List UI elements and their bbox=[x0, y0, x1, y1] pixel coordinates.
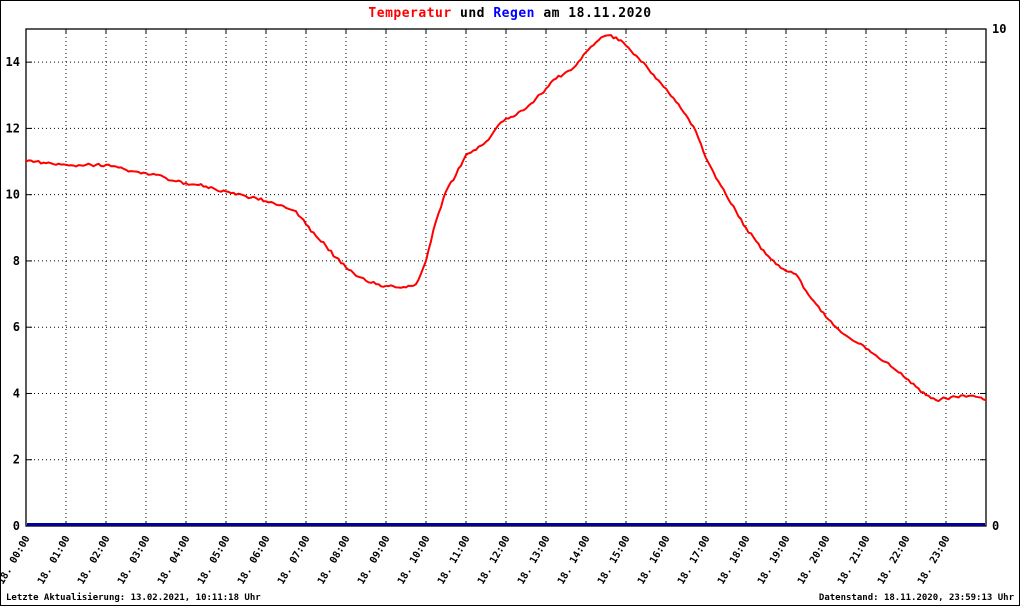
svg-text:18. 08:00: 18. 08:00 bbox=[316, 534, 353, 586]
title-rain-label: Regen bbox=[493, 6, 535, 21]
svg-text:18. 21:00: 18. 21:00 bbox=[836, 534, 873, 586]
svg-text:8: 8 bbox=[13, 254, 20, 268]
svg-text:18. 06:00: 18. 06:00 bbox=[236, 534, 273, 586]
svg-text:14: 14 bbox=[6, 55, 20, 69]
svg-text:18. 09:00: 18. 09:00 bbox=[356, 534, 393, 586]
svg-text:18. 04:00: 18. 04:00 bbox=[156, 534, 193, 586]
svg-text:18. 11:00: 18. 11:00 bbox=[436, 534, 473, 586]
title-date-label: am 18.11.2020 bbox=[543, 6, 652, 21]
svg-text:18. 02:00: 18. 02:00 bbox=[76, 534, 113, 586]
svg-text:18. 20:00: 18. 20:00 bbox=[796, 534, 833, 586]
svg-text:18. 19:00: 18. 19:00 bbox=[756, 534, 793, 586]
svg-text:18. 22:00: 18. 22:00 bbox=[876, 534, 913, 586]
last-update-text: Letzte Aktualisierung: 13.02.2021, 10:11… bbox=[6, 593, 261, 603]
svg-text:2: 2 bbox=[13, 453, 20, 467]
svg-text:12: 12 bbox=[6, 121, 20, 135]
svg-text:4: 4 bbox=[13, 386, 20, 400]
svg-text:18. 07:00: 18. 07:00 bbox=[276, 534, 313, 586]
title-temperature-label: Temperatur bbox=[368, 6, 452, 21]
svg-text:18. 10:00: 18. 10:00 bbox=[396, 534, 433, 586]
svg-text:18. 01:00: 18. 01:00 bbox=[36, 534, 73, 586]
svg-text:18. 16:00: 18. 16:00 bbox=[636, 534, 673, 586]
svg-text:18. 18:00: 18. 18:00 bbox=[716, 534, 753, 586]
svg-text:18. 12:00: 18. 12:00 bbox=[476, 534, 513, 586]
data-timestamp-text: Datenstand: 18.11.2020, 23:59:13 Uhr bbox=[818, 593, 1014, 603]
svg-text:18. 00:00: 18. 00:00 bbox=[1, 534, 33, 586]
svg-text:18. 03:00: 18. 03:00 bbox=[116, 534, 153, 586]
svg-text:18. 13:00: 18. 13:00 bbox=[516, 534, 553, 586]
svg-text:6: 6 bbox=[13, 320, 20, 334]
svg-text:18. 05:00: 18. 05:00 bbox=[196, 534, 233, 586]
svg-text:18. 14:00: 18. 14:00 bbox=[556, 534, 593, 586]
chart-title: Temperatur und Regen am 18.11.2020 bbox=[1, 6, 1019, 21]
svg-text:10: 10 bbox=[992, 22, 1006, 36]
svg-text:18. 15:00: 18. 15:00 bbox=[596, 534, 633, 586]
svg-text:18. 17:00: 18. 17:00 bbox=[676, 534, 713, 586]
title-connector-label: und bbox=[460, 6, 486, 21]
svg-text:10: 10 bbox=[6, 188, 20, 202]
svg-text:0: 0 bbox=[13, 519, 20, 533]
svg-text:18. 23:00: 18. 23:00 bbox=[916, 534, 953, 586]
svg-text:0: 0 bbox=[992, 519, 999, 533]
